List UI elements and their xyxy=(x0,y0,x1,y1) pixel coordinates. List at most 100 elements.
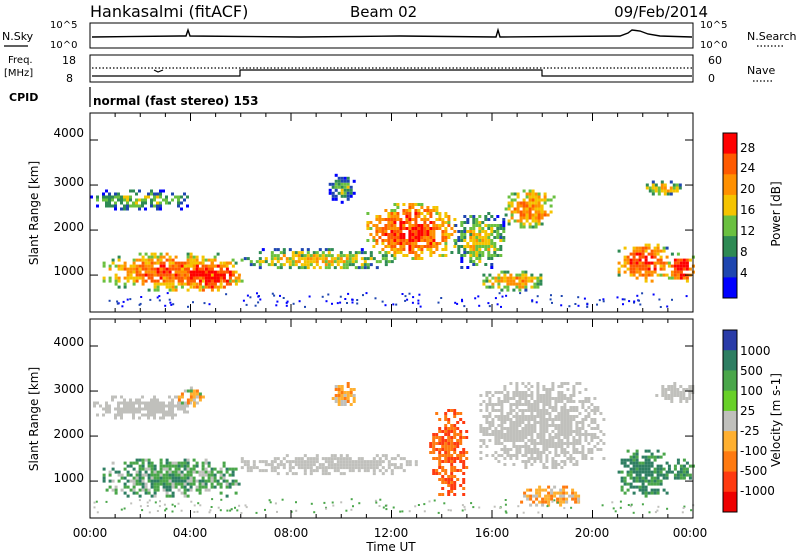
power-cell xyxy=(294,263,298,267)
power-cell xyxy=(497,279,501,283)
power-cell xyxy=(168,270,172,274)
power-scatter-cell xyxy=(257,301,260,304)
power-cell xyxy=(496,227,500,230)
vel-cell xyxy=(189,470,193,474)
vel-cell xyxy=(180,482,184,486)
vel-scatter-cell xyxy=(269,501,272,504)
power-cell xyxy=(426,224,430,227)
vel-cell xyxy=(177,470,181,474)
power-scatter-cell xyxy=(384,304,387,307)
vel-cell xyxy=(527,388,531,391)
power-cell xyxy=(528,216,532,220)
vel-cell xyxy=(435,442,439,445)
vel-scatter-cell xyxy=(208,511,211,514)
vel-cell xyxy=(183,467,187,471)
vel-cell xyxy=(432,451,436,454)
vel-cell xyxy=(147,413,150,417)
vel-cell xyxy=(159,464,163,468)
vel-cell xyxy=(165,476,169,480)
vel-cell xyxy=(453,412,457,415)
vel-cell xyxy=(536,406,540,409)
vel-cell xyxy=(542,400,546,403)
power-cell xyxy=(522,222,526,226)
vel-cell xyxy=(547,491,551,495)
vel-cell xyxy=(153,470,157,474)
vel-cell xyxy=(447,481,451,484)
power-cell xyxy=(207,273,211,277)
power-cell xyxy=(399,242,403,245)
vel-cell xyxy=(682,394,686,397)
vel-cell xyxy=(593,406,597,409)
vel-cell xyxy=(288,466,292,470)
power-scatter-cell xyxy=(336,302,339,305)
vel-cell xyxy=(141,482,145,486)
vel-scatter-cell xyxy=(379,498,382,501)
vel-cell xyxy=(150,398,153,402)
vel-cell xyxy=(494,457,498,460)
vel-cell xyxy=(213,485,217,489)
vel-cell xyxy=(560,397,564,400)
vel-cell xyxy=(551,418,555,421)
vel-cell xyxy=(563,421,567,424)
vel-cell xyxy=(444,445,448,448)
vel-scatter-cell xyxy=(268,499,271,502)
vel-cell xyxy=(653,467,657,471)
vel-cell xyxy=(557,385,561,388)
vel-cell xyxy=(105,404,108,408)
vel-cell xyxy=(192,467,196,471)
vel-cell xyxy=(563,412,567,415)
vel-cell xyxy=(569,418,573,421)
vel-cell xyxy=(629,455,633,459)
power-cell xyxy=(207,258,211,262)
power-cell xyxy=(662,261,666,265)
vel-cell xyxy=(590,451,594,454)
power-cell xyxy=(108,192,111,196)
power-cell xyxy=(665,273,669,277)
power-cell xyxy=(411,203,415,206)
power-cell xyxy=(270,257,274,261)
power-cell xyxy=(469,227,473,230)
vel-cell xyxy=(506,400,510,403)
x-tick-2000: 20:00 xyxy=(575,526,610,540)
power-cell xyxy=(670,276,674,280)
power-scatter-cell xyxy=(259,298,262,301)
power-cell xyxy=(141,279,145,283)
vel-cell xyxy=(183,410,186,414)
power-cell xyxy=(524,279,528,283)
power-cell xyxy=(429,221,433,224)
vel-cell xyxy=(120,413,123,417)
power-cell xyxy=(420,245,424,248)
vel-cell xyxy=(156,485,160,489)
power-cell xyxy=(519,225,523,229)
vel-cell xyxy=(556,497,560,501)
vel-cell xyxy=(331,397,335,400)
power-cell xyxy=(339,266,343,270)
vel-cbar-tick-100: 100 xyxy=(740,384,763,398)
vel-cell xyxy=(159,476,163,480)
power-cell xyxy=(201,270,205,274)
vel-cell xyxy=(548,451,552,454)
power-cell xyxy=(475,254,479,257)
vel-cell xyxy=(551,397,555,400)
power-cell xyxy=(481,245,485,248)
vel-cell xyxy=(566,421,570,424)
vel-cell xyxy=(685,470,689,474)
vel-cell xyxy=(554,427,558,430)
power-cell xyxy=(303,257,307,261)
power-cell xyxy=(441,248,445,251)
power-cell xyxy=(111,195,114,199)
vel-cell xyxy=(204,458,208,462)
vel-cell xyxy=(572,442,576,445)
vel-cell xyxy=(581,424,585,427)
vel-scatter-cell xyxy=(401,510,404,513)
power-cell xyxy=(228,261,232,265)
vel-cell xyxy=(554,415,558,418)
vel-cell xyxy=(132,401,135,405)
power-cell xyxy=(288,260,292,264)
power-cell xyxy=(402,233,406,236)
vel-cell xyxy=(536,433,540,436)
power-cell xyxy=(510,216,514,220)
vel-cell xyxy=(578,439,582,442)
vel-cell xyxy=(533,430,537,433)
vel-cell xyxy=(509,409,513,412)
